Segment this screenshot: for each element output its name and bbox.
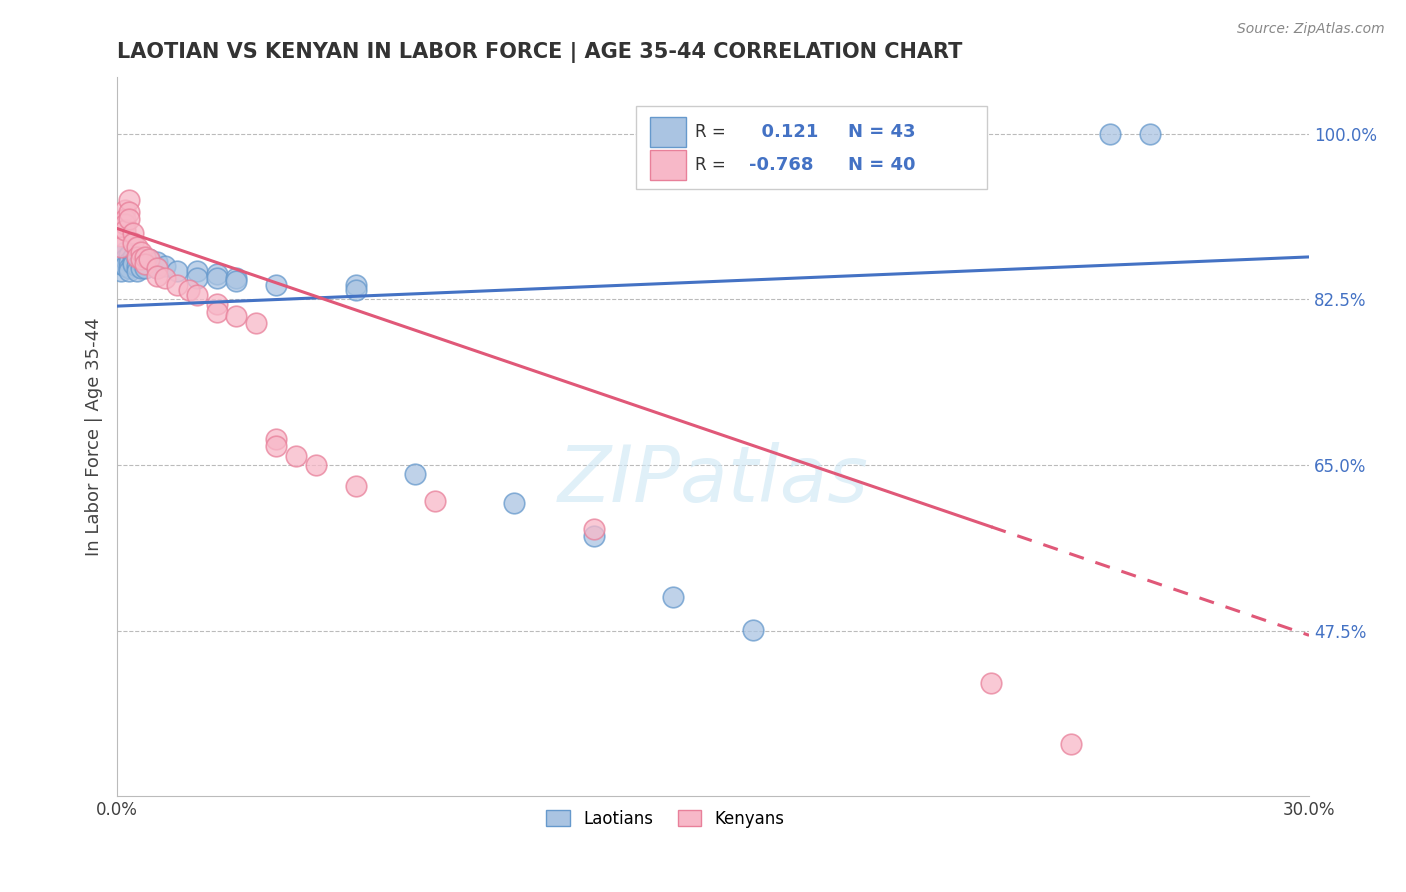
Point xyxy=(225,274,247,288)
Point xyxy=(1139,127,1161,141)
Point xyxy=(118,261,141,276)
Point xyxy=(305,458,328,472)
Point xyxy=(118,248,141,262)
Point xyxy=(114,217,136,231)
Point xyxy=(186,264,208,278)
Point xyxy=(264,439,287,453)
Point xyxy=(146,254,169,268)
FancyBboxPatch shape xyxy=(636,106,987,188)
Point xyxy=(264,278,287,293)
Text: ZIPatlas: ZIPatlas xyxy=(558,442,869,517)
Point xyxy=(129,254,152,268)
Point xyxy=(134,258,156,272)
Point xyxy=(205,297,228,311)
Point xyxy=(122,227,145,241)
Point xyxy=(114,212,136,227)
Text: N = 43: N = 43 xyxy=(848,123,915,141)
Point xyxy=(125,260,148,274)
Point xyxy=(118,264,141,278)
Point xyxy=(423,494,446,508)
Point xyxy=(134,258,156,272)
Point xyxy=(153,260,176,274)
Point xyxy=(344,479,367,493)
Point xyxy=(741,623,763,637)
Point xyxy=(110,240,132,254)
Point xyxy=(114,252,136,266)
Point xyxy=(146,268,169,283)
Point xyxy=(404,467,426,482)
Point xyxy=(1060,737,1083,751)
Point xyxy=(122,258,145,272)
Point xyxy=(138,252,160,266)
Point xyxy=(285,449,308,463)
Point xyxy=(118,193,141,207)
Point xyxy=(146,261,169,276)
Point xyxy=(114,260,136,274)
Point xyxy=(245,316,267,330)
Point xyxy=(125,252,148,266)
Point xyxy=(114,250,136,264)
Point xyxy=(122,254,145,268)
Point xyxy=(110,250,132,264)
Point xyxy=(205,270,228,285)
Point xyxy=(344,283,367,297)
Point xyxy=(110,258,132,272)
Text: N = 40: N = 40 xyxy=(848,156,915,174)
Point xyxy=(1099,127,1122,141)
Point xyxy=(129,245,152,260)
Point xyxy=(114,202,136,217)
Point xyxy=(186,270,208,285)
Point xyxy=(344,278,367,293)
Point xyxy=(134,261,156,276)
Point xyxy=(125,240,148,254)
Point xyxy=(122,235,145,250)
Point xyxy=(264,432,287,446)
Point xyxy=(110,254,132,268)
Point xyxy=(662,591,685,605)
Point xyxy=(186,287,208,301)
Point xyxy=(110,229,132,244)
Point xyxy=(225,309,247,323)
Point xyxy=(118,212,141,227)
FancyBboxPatch shape xyxy=(650,150,686,180)
Point xyxy=(980,675,1002,690)
Point xyxy=(146,261,169,276)
Text: R =: R = xyxy=(695,156,725,174)
Point xyxy=(129,252,152,266)
Text: -0.768: -0.768 xyxy=(749,156,814,174)
Point xyxy=(225,270,247,285)
Point xyxy=(166,264,188,278)
Point xyxy=(166,278,188,293)
Point xyxy=(114,223,136,237)
Text: 0.121: 0.121 xyxy=(749,123,818,141)
Point xyxy=(205,305,228,319)
Point xyxy=(503,496,526,510)
Point xyxy=(118,254,141,268)
Legend: Laotians, Kenyans: Laotians, Kenyans xyxy=(540,803,792,835)
Point xyxy=(177,283,200,297)
Point xyxy=(205,267,228,281)
Text: Source: ZipAtlas.com: Source: ZipAtlas.com xyxy=(1237,22,1385,37)
Point xyxy=(110,264,132,278)
Point xyxy=(153,270,176,285)
Point xyxy=(118,204,141,219)
Point xyxy=(138,252,160,266)
Point xyxy=(114,245,136,260)
Point xyxy=(582,529,605,543)
Point xyxy=(110,221,132,235)
Point xyxy=(122,250,145,264)
Point xyxy=(134,250,156,264)
Point xyxy=(125,264,148,278)
Y-axis label: In Labor Force | Age 35-44: In Labor Force | Age 35-44 xyxy=(86,318,103,556)
FancyBboxPatch shape xyxy=(650,117,686,147)
Point xyxy=(129,261,152,276)
Point xyxy=(582,522,605,536)
Text: R =: R = xyxy=(695,123,725,141)
Text: LAOTIAN VS KENYAN IN LABOR FORCE | AGE 35-44 CORRELATION CHART: LAOTIAN VS KENYAN IN LABOR FORCE | AGE 3… xyxy=(117,42,963,62)
Point xyxy=(125,250,148,264)
